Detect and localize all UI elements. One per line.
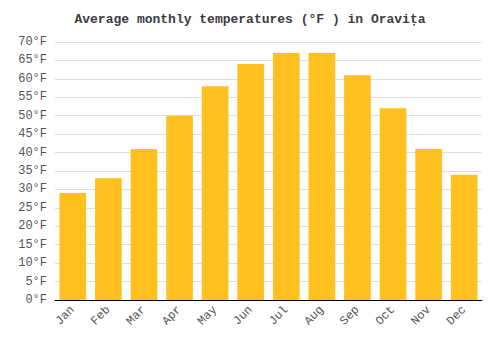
svg-text:Dec: Dec [444,303,469,328]
svg-text:40°F: 40°F [18,146,47,160]
svg-text:10°F: 10°F [18,256,47,270]
svg-text:Feb: Feb [88,303,113,328]
svg-text:25°F: 25°F [18,201,47,215]
svg-text:30°F: 30°F [18,182,47,196]
svg-text:45°F: 45°F [18,127,47,141]
svg-text:60°F: 60°F [18,72,47,86]
svg-text:55°F: 55°F [18,90,47,104]
svg-text:Jun: Jun [231,303,256,328]
svg-text:Jul: Jul [266,303,291,328]
svg-text:Mar: Mar [124,303,149,328]
svg-text:Apr: Apr [159,303,184,328]
svg-text:70°F: 70°F [18,35,47,49]
svg-text:35°F: 35°F [18,164,47,178]
svg-text:50°F: 50°F [18,109,47,123]
svg-text:Jan: Jan [53,303,78,328]
svg-text:Aug: Aug [302,303,327,328]
svg-text:Nov: Nov [408,303,433,328]
svg-text:Sep: Sep [337,303,362,328]
svg-text:20°F: 20°F [18,219,47,233]
svg-text:Average monthly temperatures (: Average monthly temperatures (°F ) in Or… [74,12,425,27]
svg-text:15°F: 15°F [18,238,47,252]
svg-text:0°F: 0°F [25,293,47,307]
svg-text:65°F: 65°F [18,53,47,67]
svg-text:Oct: Oct [373,303,398,328]
svg-text:May: May [195,303,220,328]
svg-text:5°F: 5°F [25,275,47,289]
